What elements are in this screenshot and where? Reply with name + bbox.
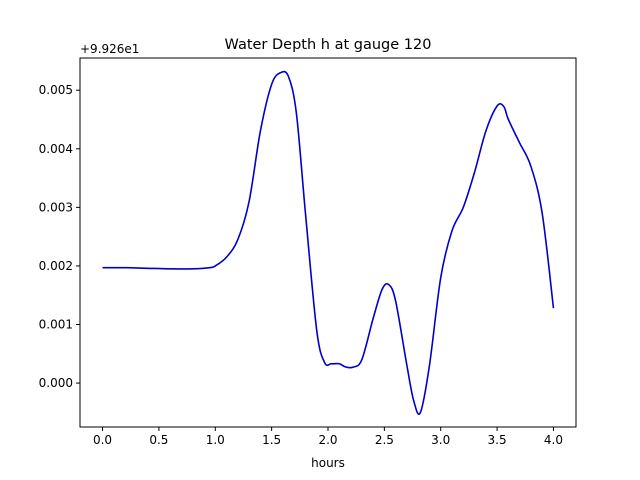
series-line-0: [102, 70, 555, 415]
y-tick-label: 0.002: [39, 259, 73, 273]
x-tick-label: 3.5: [488, 433, 507, 447]
x-tick-label: 0.0: [93, 433, 112, 447]
x-tick-label: 3.0: [431, 433, 450, 447]
x-tick-label: 0.5: [149, 433, 168, 447]
y-tick-label: 0.000: [39, 376, 73, 390]
y-tick-label: 0.003: [39, 200, 73, 214]
x-tick-label: 1.0: [206, 433, 225, 447]
x-tick-label: 2.0: [318, 433, 337, 447]
x-tick-label: 2.5: [375, 433, 394, 447]
y-offset-label: +9.926e1: [80, 42, 139, 56]
x-axis-label: hours: [311, 456, 345, 470]
y-tick-label: 0.004: [39, 142, 73, 156]
y-tick-label: 0.001: [39, 318, 73, 332]
chart-title: Water Depth h at gauge 120: [225, 37, 432, 53]
plot-area: 0.0 0.5 1.0 1.5 2.0 2.5 3.0 3.5 4.0 0.000 0.001 0.0…: [39, 57, 577, 447]
x-tick-label: 1.5: [262, 433, 281, 447]
x-tick-label: 4.0: [544, 433, 563, 447]
y-tick-label: 0.005: [39, 83, 73, 97]
